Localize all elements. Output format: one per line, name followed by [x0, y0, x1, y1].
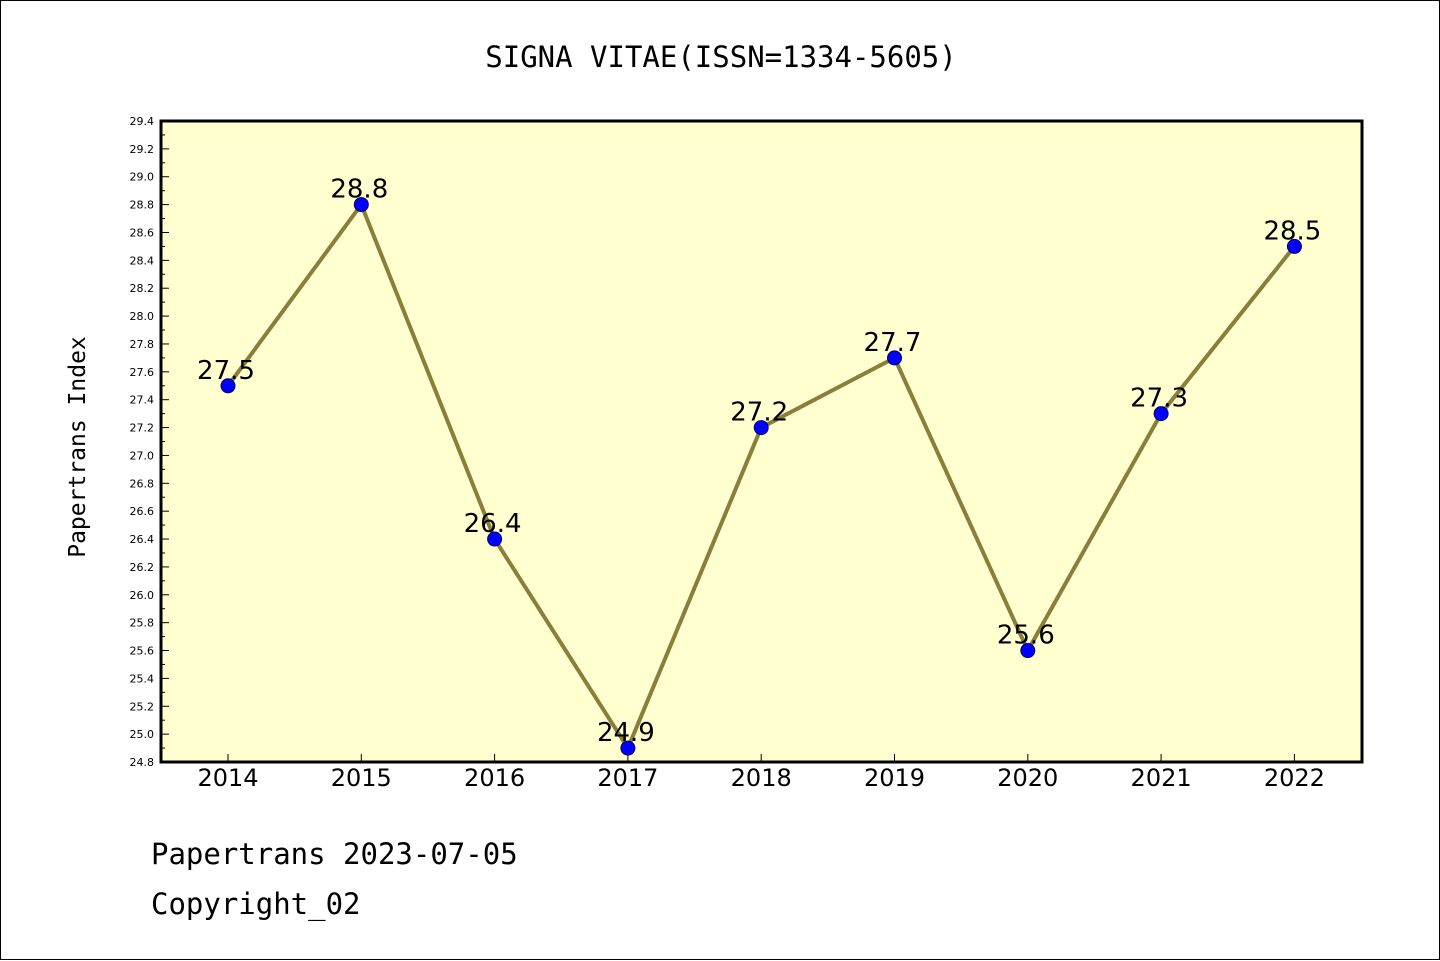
y-tick-label: 29.0: [130, 171, 155, 184]
data-point: [620, 740, 636, 756]
data-label: 25.6: [997, 621, 1055, 651]
data-label: 27.5: [197, 356, 255, 386]
y-tick-label: 25.6: [130, 645, 155, 658]
y-tick-label: 28.2: [130, 282, 155, 295]
y-tick-label: 26.6: [130, 505, 155, 518]
y-axis: 24.8 25.0 25.2 25.4 25.6 25.8 26.0 26.2 26.4 26.6…: [130, 115, 169, 769]
data-point: [753, 420, 769, 436]
y-tick-label: 26.4: [130, 533, 155, 546]
y-tick-label: 27.6: [130, 366, 155, 379]
data-series: [220, 197, 1302, 756]
chart-title: SIGNA VITAE(ISSN=1334-5605): [485, 40, 956, 74]
x-tick-label: 2021: [1131, 764, 1192, 792]
y-tick-label: 28.0: [130, 310, 155, 323]
x-tick-label: 2019: [864, 764, 925, 792]
data-label: 24.9: [597, 718, 655, 748]
y-tick-label: 26.0: [130, 589, 155, 602]
data-point: [353, 197, 369, 213]
y-tick-label: 25.8: [130, 617, 155, 630]
y-tick-label: 27.4: [130, 394, 155, 407]
data-label: 27.7: [864, 328, 922, 358]
x-axis: 2014 2015 2016 2017 2018 2019 2020 2021 2022: [197, 754, 1325, 792]
x-tick-label: 2022: [1264, 764, 1325, 792]
y-axis-label: Papertrans Index: [65, 336, 91, 558]
y-tick-label: 28.4: [130, 254, 155, 267]
y-tick-label: 26.2: [130, 561, 155, 574]
y-tick-label: 25.0: [130, 728, 155, 741]
y-tick-label: 24.8: [130, 756, 155, 769]
data-point: [1286, 238, 1302, 254]
y-tick-label: 25.2: [130, 700, 155, 713]
y-tick-label: 28.6: [130, 226, 155, 239]
y-tick-label: 26.8: [130, 477, 155, 490]
data-label: 28.5: [1263, 216, 1321, 246]
x-tick-label: 2017: [597, 764, 658, 792]
x-tick-label: 2018: [731, 764, 792, 792]
footer-copyright-text: Copyright_02: [151, 887, 361, 921]
x-tick-label: 2014: [197, 764, 258, 792]
data-labels: 27.5 28.8 26.4 24.9 27.2 27.7 25.6 27.3 28.5: [197, 175, 1321, 748]
y-tick-label: 27.8: [130, 338, 155, 351]
y-tick-label: 25.4: [130, 672, 155, 685]
data-label: 28.8: [330, 175, 388, 205]
data-point: [1020, 643, 1036, 659]
footer-date-text: Papertrans 2023-07-05: [151, 837, 518, 871]
data-label: 26.4: [464, 509, 522, 539]
data-label: 27.2: [730, 398, 788, 428]
y-tick-label: 28.8: [130, 199, 155, 212]
y-tick-label: 29.2: [130, 143, 155, 156]
y-tick-label: 29.4: [130, 115, 155, 128]
data-point: [1153, 406, 1169, 422]
y-tick-label: 27.0: [130, 449, 155, 462]
x-tick-label: 2016: [464, 764, 525, 792]
plot-area: [159, 119, 1364, 764]
data-label: 27.3: [1130, 384, 1188, 414]
data-point: [487, 531, 503, 547]
x-tick-label: 2020: [997, 764, 1058, 792]
data-point: [220, 378, 236, 394]
x-tick-label: 2015: [331, 764, 392, 792]
y-tick-label: 27.2: [130, 422, 155, 435]
data-point: [887, 350, 902, 366]
